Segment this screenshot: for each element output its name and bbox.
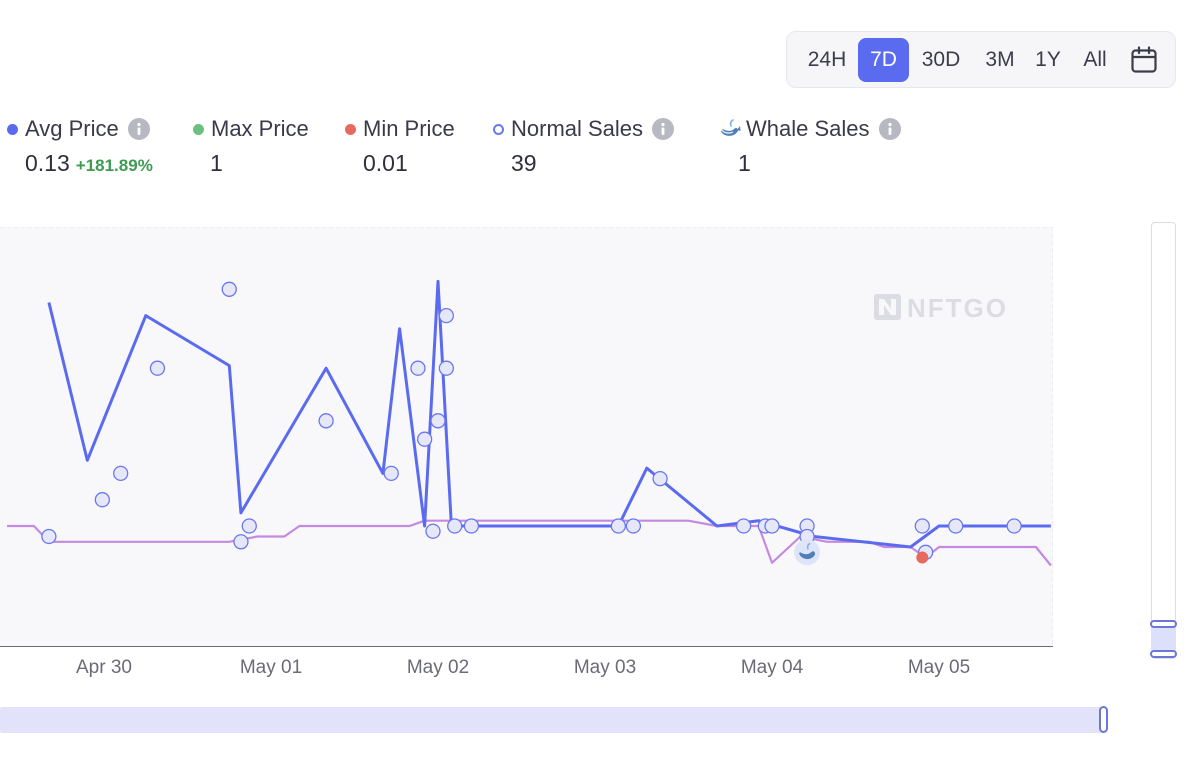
x-tick-label: May 04: [741, 657, 804, 678]
normal-sale-point: [764, 518, 780, 534]
min-price-value: 0.01: [363, 150, 408, 176]
vertical-zoom-handle-top[interactable]: [1150, 620, 1177, 628]
normal-sale-point: [625, 518, 642, 534]
normal-sales-label: Normal Sales: [511, 116, 644, 141]
range-3m-button[interactable]: 3M: [985, 48, 1015, 71]
normal-sale-point: [914, 518, 930, 534]
horizontal-zoom-selection[interactable]: [0, 707, 1104, 733]
normal-sale-point: [438, 307, 455, 324]
stat-min-price: Min Price 0.01: [345, 114, 455, 176]
chart-series: [7, 279, 1052, 567]
stat-whale-sales: Whale Sales 1: [719, 114, 901, 176]
calendar-icon[interactable]: [1129, 45, 1159, 75]
plot-area: [0, 227, 1053, 646]
stat-max-price: Max Price 1: [193, 114, 309, 176]
avg-price-change: +181.89%: [75, 156, 153, 175]
avg-price-value: 0.13: [25, 150, 70, 176]
normal-sale-point: [318, 413, 334, 429]
whale-spout-icon: [806, 542, 811, 550]
normal-sale-point: [438, 360, 455, 376]
whale-icon: [799, 551, 816, 560]
normal-sale-point: [149, 360, 166, 376]
info-icon[interactable]: [878, 118, 901, 140]
avg-price-label: Avg Price: [25, 116, 119, 141]
whale-icon: [721, 119, 741, 136]
max-price-value: 1: [210, 150, 223, 176]
vertical-zoom-track[interactable]: [1151, 222, 1176, 659]
range-all-button[interactable]: All: [1083, 48, 1107, 71]
vertical-zoom-handle-bottom[interactable]: [1150, 650, 1177, 658]
normal-sale-point: [241, 518, 257, 534]
x-tick-label: Apr 30: [76, 657, 132, 678]
nftgo-logo-mark: [879, 299, 896, 315]
whale-sale-marker: [794, 539, 821, 566]
normal-sale-point: [948, 518, 964, 534]
min-price-label: Min Price: [363, 116, 455, 141]
info-icon[interactable]: [127, 118, 150, 140]
horizontal-zoom-handle-right[interactable]: [1099, 706, 1108, 733]
range-1y-button[interactable]: 1Y: [1035, 48, 1061, 71]
normal-sale-point: [221, 281, 237, 297]
range-30d-button[interactable]: 30D: [921, 48, 961, 71]
max-price-legend-dot: [193, 123, 204, 135]
x-tick-label: May 05: [908, 657, 970, 678]
nftgo-logo-text: NFTGO: [907, 293, 1008, 323]
range-24h-button[interactable]: 24H: [807, 48, 847, 71]
normal-sale-point: [410, 360, 426, 376]
whale-sale-marker-bg: [794, 539, 821, 566]
x-tick-label: May 02: [407, 657, 469, 678]
max-price-label: Max Price: [211, 116, 309, 141]
min-price-point: [916, 551, 929, 564]
normal-sale-point: [113, 465, 129, 482]
stat-normal-sales: Normal Sales 39: [493, 114, 675, 176]
time-range-selector: 24H 7D 30D 3M 1Y All: [786, 31, 1176, 88]
normal-sale-point: [447, 518, 463, 534]
normal-sale-point: [94, 492, 110, 508]
normal-sales-legend-dot: [493, 123, 504, 135]
normal-sale-point: [652, 471, 668, 487]
whale-sales-label: Whale Sales: [746, 116, 870, 141]
normal-sale-point: [425, 523, 441, 539]
x-tick-label: May 01: [240, 657, 302, 678]
normal-sales-value: 39: [511, 150, 537, 176]
normal-sale-point: [430, 413, 446, 429]
normal-sale-point: [1006, 518, 1022, 534]
normal-sale-point: [463, 518, 480, 534]
avg-price-legend-dot: [7, 123, 18, 135]
x-axis-ticks: Apr 30 May 01 May 02 May 03 May 04 May 05: [76, 657, 970, 678]
normal-sale-point: [383, 465, 399, 482]
normal-sale-point: [735, 518, 752, 534]
normal-sale-point: [41, 528, 57, 545]
info-icon[interactable]: [652, 118, 675, 140]
stat-avg-price: Avg Price 0.13 +181.89%: [7, 114, 153, 176]
x-tick-label: May 03: [574, 657, 636, 678]
normal-sale-point: [233, 534, 249, 550]
min-price-legend-dot: [345, 123, 356, 135]
nftgo-watermark: NFTGO: [874, 293, 1008, 323]
normal-sale-point: [416, 431, 433, 447]
whale-sales-value: 1: [738, 150, 751, 176]
range-7d-button[interactable]: 7D: [858, 38, 909, 82]
normal-sale-point: [610, 518, 627, 534]
